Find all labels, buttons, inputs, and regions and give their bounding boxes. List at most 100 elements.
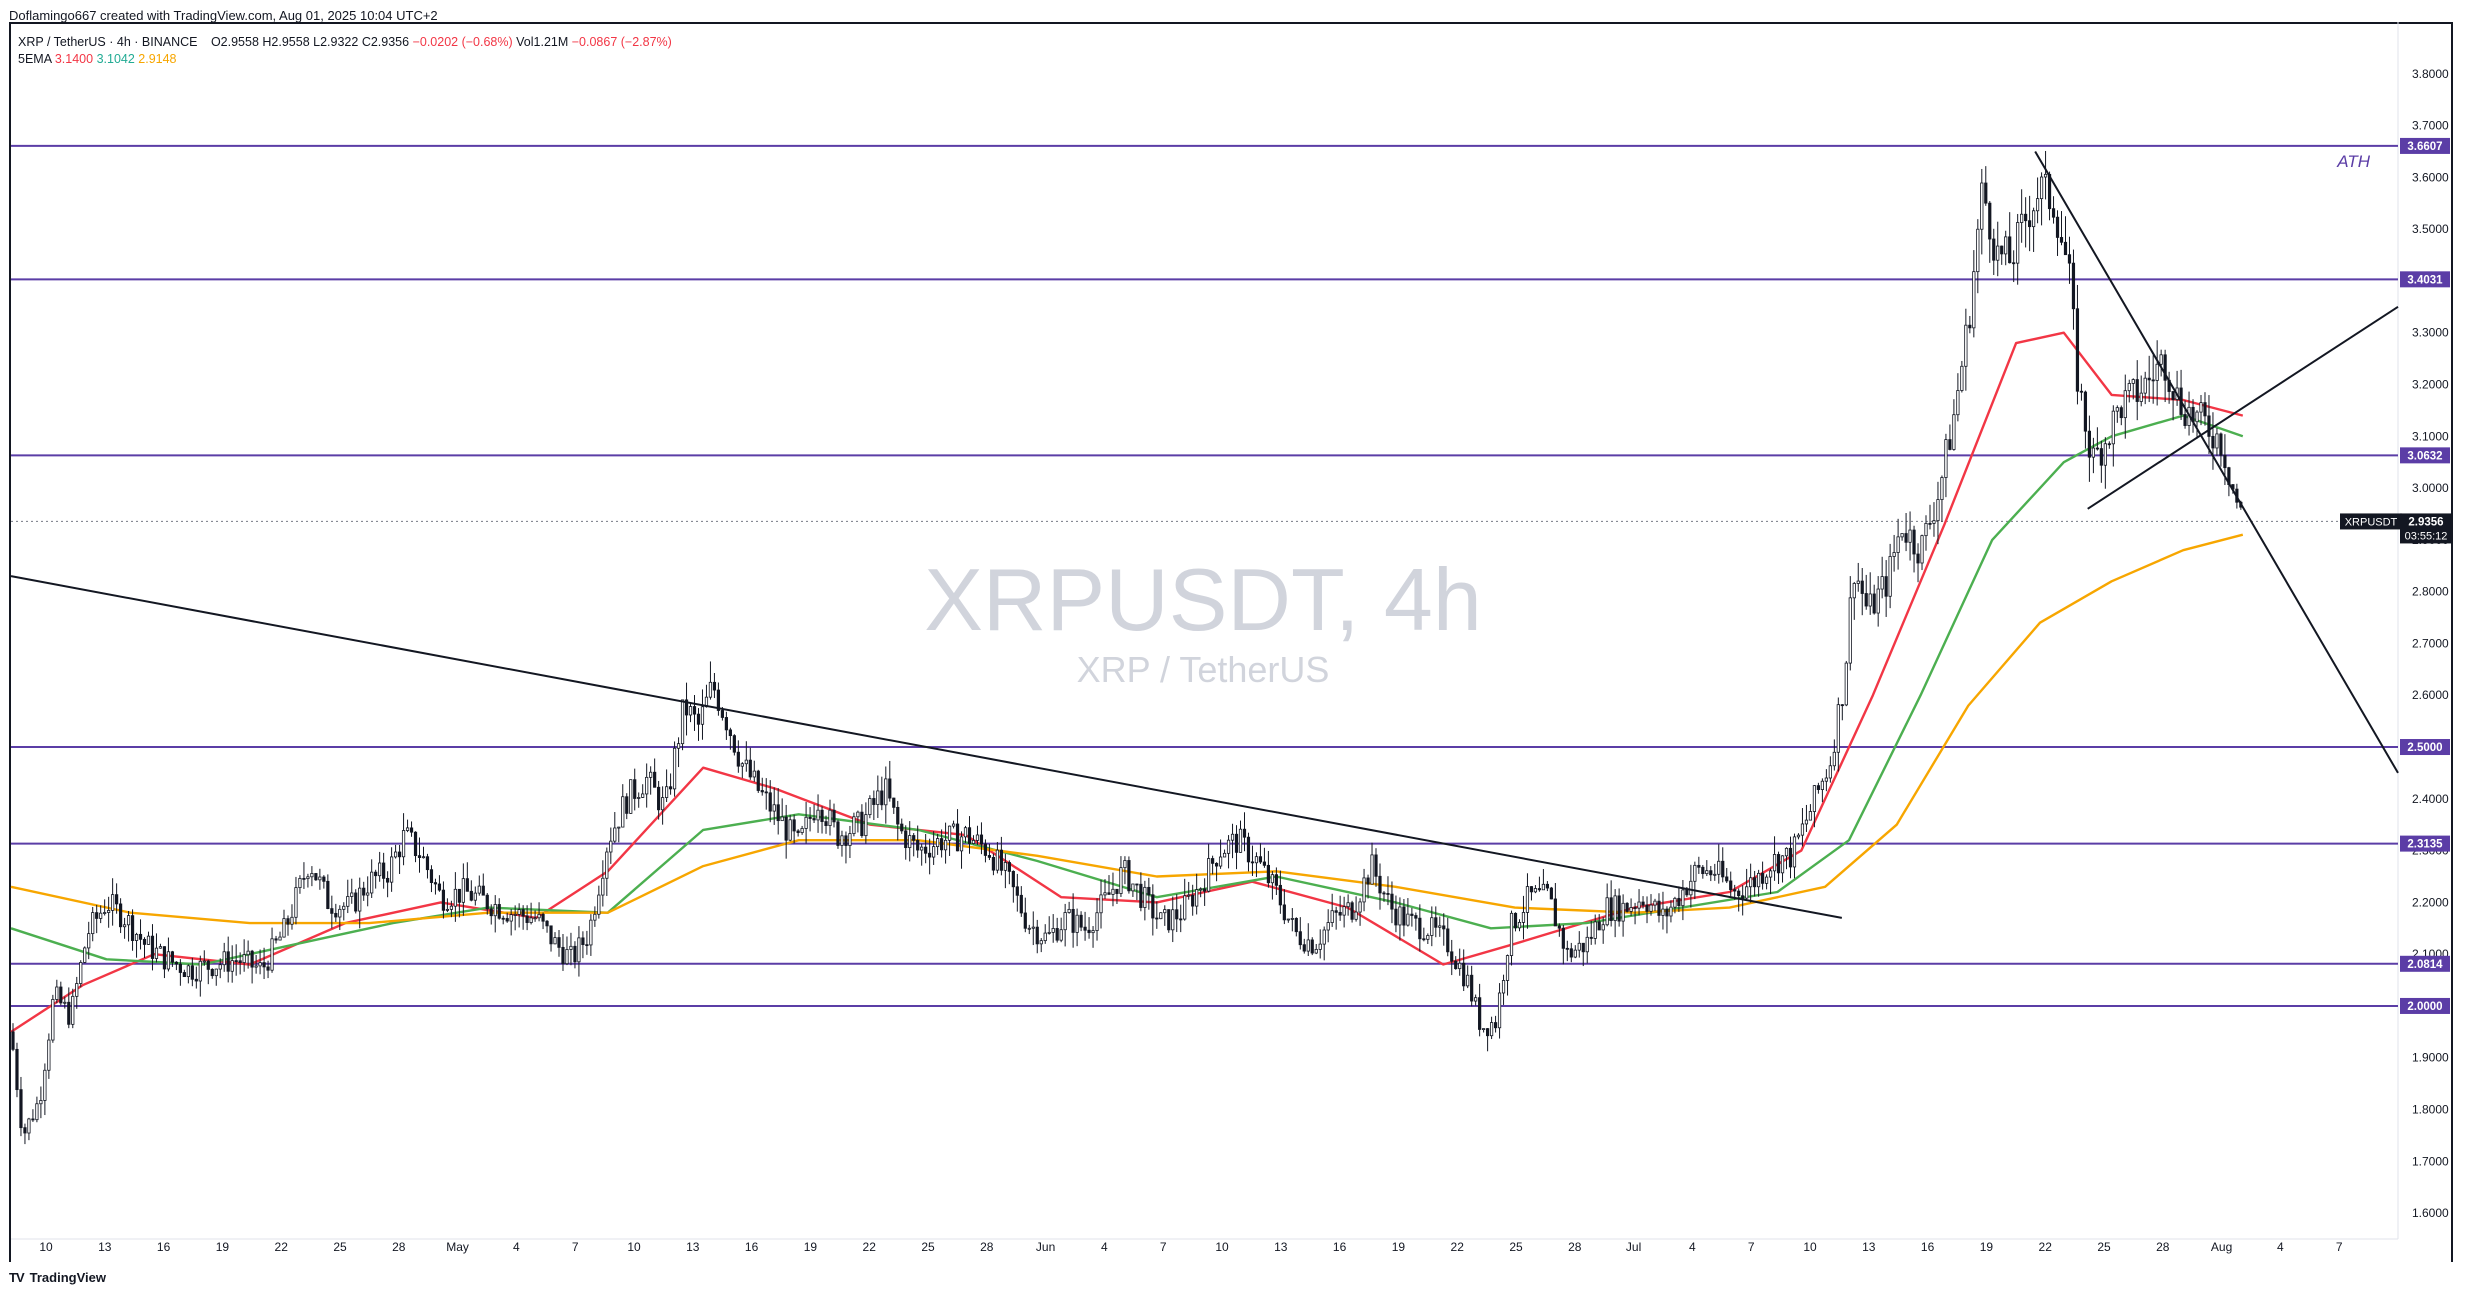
level-price-label: 2.5000	[2407, 742, 2442, 754]
candle	[1557, 923, 1561, 937]
candle	[1410, 907, 1414, 927]
candle	[573, 941, 577, 969]
trendline[interactable]	[2087, 305, 2399, 510]
current-price-symbol: XRPUSDT	[2345, 516, 2398, 528]
candle	[1111, 872, 1115, 907]
candle	[2123, 374, 2127, 439]
candle	[1721, 847, 1725, 883]
candle	[202, 950, 206, 966]
candle	[1964, 308, 1968, 391]
candle	[597, 885, 601, 919]
candle	[1960, 360, 1964, 393]
candle	[617, 826, 621, 843]
candle	[1346, 894, 1350, 916]
candle	[1458, 948, 1462, 976]
candle	[1984, 166, 1988, 206]
x-tick-label: 7	[1748, 1240, 1755, 1254]
candle	[788, 814, 792, 842]
candle	[1585, 926, 1589, 964]
ema-label: 5EMA	[18, 52, 52, 66]
candle	[1649, 894, 1653, 916]
trendline[interactable]	[2034, 150, 2399, 774]
candle	[633, 768, 637, 811]
candle	[1749, 863, 1753, 903]
candle	[1203, 878, 1207, 906]
candle	[1262, 847, 1267, 868]
candle	[258, 949, 262, 975]
candle	[1916, 543, 1920, 583]
candle	[928, 838, 932, 875]
candle	[501, 915, 505, 925]
candle	[2107, 441, 2111, 449]
candle	[784, 804, 788, 859]
candle	[214, 968, 218, 986]
candle	[1390, 881, 1394, 924]
candle	[1780, 855, 1785, 883]
candle	[1450, 939, 1454, 976]
candle	[190, 957, 194, 987]
candle	[852, 812, 856, 837]
candle	[2087, 415, 2092, 482]
candle	[1095, 898, 1099, 941]
candle	[593, 906, 597, 927]
candle	[1701, 865, 1705, 879]
candle	[306, 873, 310, 888]
candle	[1573, 945, 1577, 959]
candle	[1776, 851, 1781, 884]
candle	[1238, 820, 1243, 853]
candle	[1653, 898, 1657, 912]
x-tick-label: 13	[686, 1240, 700, 1254]
candle	[696, 708, 701, 741]
candle	[872, 790, 876, 821]
candle	[274, 935, 278, 944]
x-tick-label: 4	[1689, 1240, 1696, 1254]
candle	[844, 831, 848, 864]
y-tick-label: 3.3000	[2412, 326, 2449, 340]
candle	[1211, 855, 1215, 875]
candle	[920, 843, 924, 866]
candle	[2000, 245, 2004, 265]
candle	[1601, 917, 1605, 944]
candle	[2127, 379, 2131, 403]
candle	[1828, 756, 1832, 783]
candle	[51, 994, 55, 1043]
candle	[824, 815, 828, 834]
candle	[629, 779, 633, 814]
candle	[1270, 871, 1274, 900]
candle	[254, 954, 258, 974]
candle	[1430, 906, 1434, 947]
candle	[1788, 836, 1793, 879]
candle	[680, 699, 685, 751]
candle	[904, 825, 908, 860]
candle	[1007, 860, 1011, 885]
candle	[1171, 896, 1175, 943]
candle	[569, 932, 573, 966]
candle	[1936, 481, 1940, 545]
price-chart[interactable]: XRPUSDT, 4h XRP / TetherUS 3.8000 3.7000 3…	[0, 0, 2475, 1262]
candle	[776, 788, 780, 835]
candle	[2004, 230, 2008, 266]
candle	[390, 847, 394, 892]
candle	[1306, 923, 1310, 957]
legend-change: −0.0202 (−0.68%)	[412, 35, 513, 49]
candle	[557, 930, 561, 957]
candle	[1051, 914, 1055, 943]
level-price-tag	[2400, 997, 2450, 1014]
candle	[704, 684, 709, 708]
candle	[1521, 895, 1526, 940]
x-tick-label: 10	[39, 1240, 53, 1254]
x-tick-label: 22	[275, 1240, 289, 1254]
candle	[2195, 410, 2199, 439]
candle	[67, 987, 71, 1029]
candle	[1768, 868, 1773, 895]
candle	[1868, 572, 1872, 615]
candle	[916, 825, 920, 858]
candle	[1625, 902, 1629, 913]
candle	[75, 976, 79, 1009]
candle	[1131, 883, 1135, 897]
y-tick-label: 3.6000	[2412, 170, 2449, 184]
candle	[342, 902, 346, 921]
candle	[541, 912, 545, 930]
candle	[1151, 884, 1155, 936]
trendline[interactable]	[10, 575, 1843, 919]
